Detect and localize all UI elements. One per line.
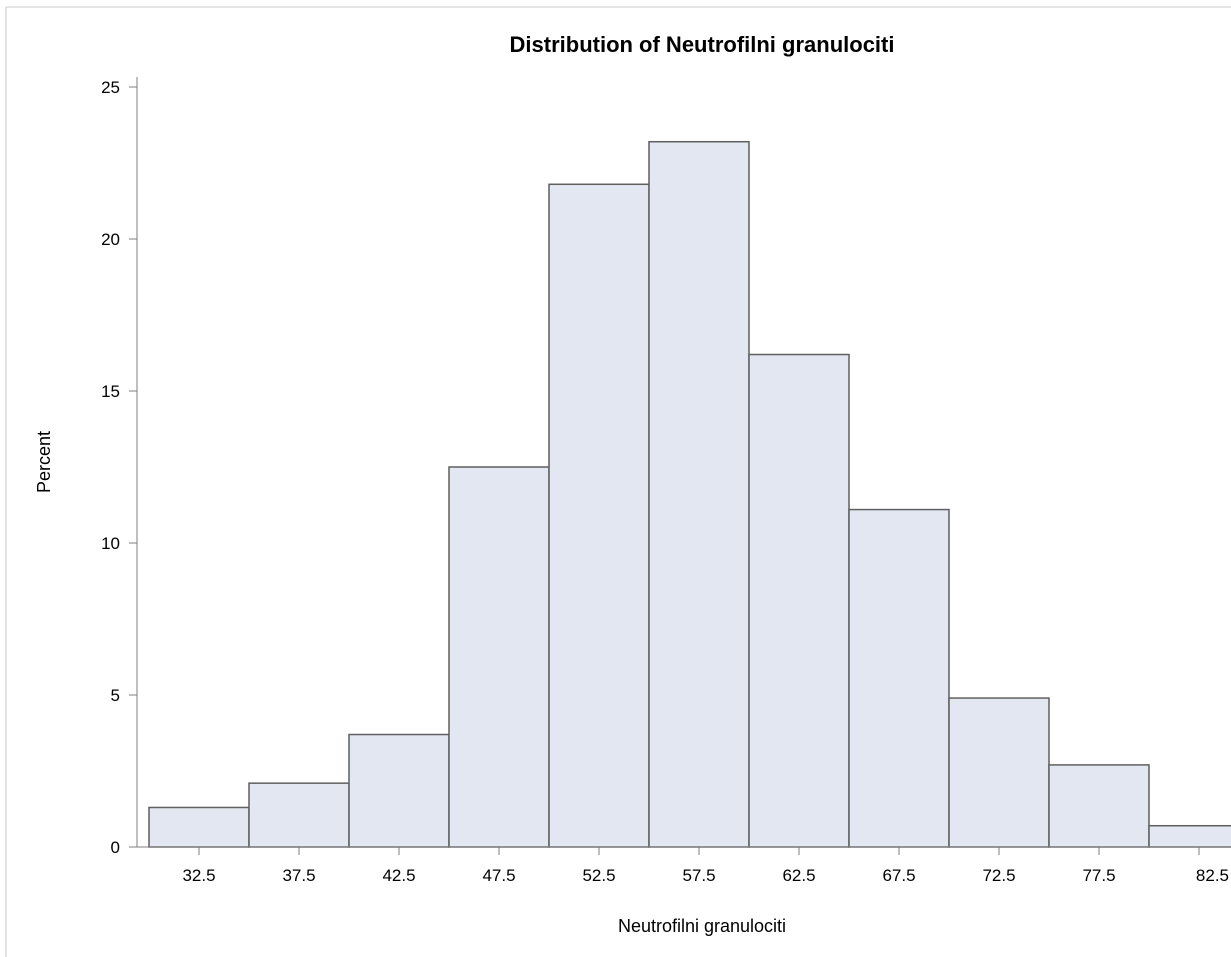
x-tick-label: 32.5 bbox=[182, 866, 215, 885]
x-tick-label: 67.5 bbox=[882, 866, 915, 885]
histogram-bar bbox=[348, 733, 450, 848]
x-tick-label: 72.5 bbox=[982, 866, 1015, 885]
x-tick-label: 52.5 bbox=[582, 866, 615, 885]
histogram-bar bbox=[248, 782, 350, 848]
histogram-bar bbox=[848, 508, 950, 848]
y-tick-label: 10 bbox=[101, 534, 120, 553]
histogram-bar bbox=[448, 466, 550, 848]
histogram-bar bbox=[648, 140, 750, 848]
histogram-bar bbox=[1148, 824, 1231, 848]
x-tick-label: 77.5 bbox=[1082, 866, 1115, 885]
y-tick-label: 15 bbox=[101, 382, 120, 401]
x-tick-label: 82.5 bbox=[1196, 866, 1229, 885]
y-axis-label: Percent bbox=[34, 431, 54, 493]
x-tick-label: 57.5 bbox=[682, 866, 715, 885]
chart-title: Distribution of Neutrofilni granulociti bbox=[510, 32, 895, 57]
histogram-bar bbox=[1048, 764, 1150, 848]
x-tick-label: 37.5 bbox=[282, 866, 315, 885]
y-tick-label: 5 bbox=[111, 686, 120, 705]
histogram-bar bbox=[148, 806, 250, 848]
x-tick-label: 42.5 bbox=[382, 866, 415, 885]
y-ticks-group: 0 5 10 15 20 25 bbox=[101, 78, 137, 857]
histogram-bar bbox=[948, 697, 1050, 848]
y-tick-label: 20 bbox=[101, 230, 120, 249]
bars-group bbox=[148, 140, 1231, 848]
x-ticks-group: 32.5 37.5 42.5 47.5 52.5 57.5 62.5 67.5 72.5 77.5… bbox=[182, 847, 1229, 885]
x-tick-label: 62.5 bbox=[782, 866, 815, 885]
x-tick-label: 47.5 bbox=[482, 866, 515, 885]
x-axis-label: Neutrofilni granulociti bbox=[618, 916, 786, 936]
histogram-bar bbox=[548, 183, 650, 848]
y-tick-label: 0 bbox=[111, 838, 120, 857]
histogram-bar bbox=[748, 353, 850, 848]
y-tick-label: 25 bbox=[101, 78, 120, 97]
